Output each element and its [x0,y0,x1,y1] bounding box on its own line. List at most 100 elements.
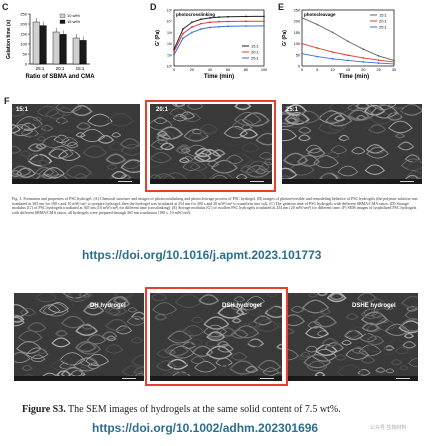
sem-label-25-1: 25:1 [286,107,299,113]
y-tick-label: 200 [20,22,27,27]
x-axis-label: Time (min) [204,74,234,80]
data-point [377,55,380,57]
sem-label-dh: DH hydrogel [90,303,126,309]
series-line [301,43,395,63]
chart-title: photocrosslinking [176,12,215,17]
sem-label-15-1: 15:1 [16,107,29,113]
y-tick-label: 150 [294,31,300,35]
watermark: 公众号·生物材料 [370,425,407,431]
data-point [218,25,220,28]
legend-label: 25:1 [251,56,260,61]
data-point [301,16,303,19]
legend-swatch [59,13,66,18]
sem-image-dshe-hydrogel: DSHE hydrogel [288,293,418,381]
data-point [331,31,334,34]
data-point [377,59,380,62]
plot-frame [301,9,395,67]
x-tick-label: 80 [244,68,248,72]
data-point [173,53,175,56]
y-axis-label: Gelation time (s) [6,19,12,59]
data-point [191,21,193,24]
data-point [263,25,265,27]
doi-link-2[interactable]: https://doi.org/10.1002/adhm.202301696 [92,421,319,435]
data-point [347,40,349,43]
bar [32,21,40,65]
data-point [331,51,334,54]
doi-link-1[interactable]: https://doi.org/10.1016/j.apmt.2023.1017… [82,248,322,262]
y-tick-label: 100 [294,42,300,46]
x-tick-label: 10 [331,68,335,72]
y-tick-label: 200 [294,20,300,24]
y-tick-label: 250 [294,9,300,13]
data-point [316,47,319,49]
data-point [182,37,184,40]
data-point [182,32,184,35]
x-axis-label: Ratio of SBMA and CMA [25,74,95,80]
bar [72,37,80,65]
sem-label-dsh: DSH hydrogel [222,303,262,309]
data-point [316,23,319,26]
data-point [173,50,175,53]
y-axis-label: G' (Pa) [155,30,161,46]
figure-s3-label: Figure S3. [22,404,66,415]
y-tick-label: 10¹ [167,53,173,57]
legend-label: 10 wt% [67,13,81,18]
data-point [191,26,193,28]
x-tick-label: 30 [392,68,396,72]
sem-image-dsh-hydrogel: DSH hydrogel [150,293,282,381]
legend-label: 20:1 [379,19,388,24]
panel-letter-c: C [2,2,9,12]
data-point [362,57,365,59]
x-axis-label: Time (min) [339,74,369,80]
data-point [347,54,349,57]
x-tick-label: 15 [346,68,350,72]
bar [52,31,60,65]
x-tick-label: 60 [226,68,230,72]
data-point [191,31,193,34]
data-point [200,22,202,25]
sem-image-dh-hydrogel: DH hydrogel [14,293,144,381]
legend-label: 25:1 [379,25,388,30]
data-point [263,20,265,23]
data-point [377,62,380,64]
legend-label: 15:1 [379,13,388,18]
bar [39,25,47,65]
data-point [227,15,229,18]
x-tick-label: 20:1 [56,66,65,71]
y-tick-label: 0 [298,65,300,69]
sem-label-20-1: 20:1 [156,107,169,113]
x-tick-label: 20 [361,68,365,72]
x-tick-label: 5 [316,68,318,72]
legend-label: 15:1 [251,44,260,49]
data-point [200,18,202,21]
y-axis-label: G' (Pa) [282,30,288,46]
bar [79,40,87,65]
chart-title: photocleavage [304,12,336,17]
data-point [209,26,211,29]
x-tick-label: 20 [190,68,194,72]
data-point [218,16,220,19]
y-tick-label: 100 [20,42,27,47]
data-point [209,21,211,24]
y-tick-label: 10⁵ [167,9,173,13]
data-point [245,20,247,23]
x-tick-label: 25 [377,68,381,72]
y-tick-label: 10³ [167,31,173,35]
figure-s3-caption: Figure S3. The SEM images of hydrogels a… [22,404,422,415]
data-point [218,20,220,23]
figure-s3-text: The SEM images of hydrogels at the same … [65,404,341,415]
data-point [227,20,229,23]
y-tick-label: 0 [25,62,28,67]
y-tick-label: 250 [20,12,27,17]
highlight-box-20-1 [145,100,276,192]
data-point [301,52,303,55]
data-point [362,48,365,51]
y-tick-label: 10² [167,42,173,46]
bar-chart-gelation-time: Gelation time (s) 0 50 100 150 200 250 25:1 20:1… [6,12,95,81]
highlight-box-dsh [145,287,288,386]
data-point [263,15,265,18]
panel-letter-e: E [278,2,285,12]
data-point [182,28,184,30]
sem-image-20-1: 20:1 [150,104,272,184]
sem-image-25-1: 25:1 [282,104,422,184]
